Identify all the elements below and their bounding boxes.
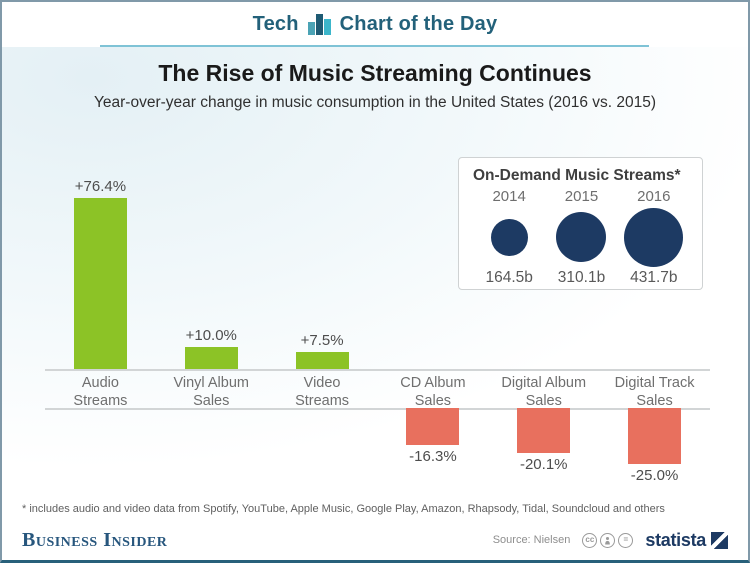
statista-wordmark: statista (645, 529, 706, 550)
bar-value-label: +7.5% (300, 332, 344, 350)
footer-right: Source: Nielsen cc = statista (493, 530, 728, 551)
bar-2 (295, 352, 349, 369)
bar-0 (73, 198, 127, 369)
source-label: Source: Nielsen (492, 534, 571, 546)
bubble-row: 2014 164.5b 2015 310.1b 2016 431.7b (473, 188, 690, 287)
bubble-year-label: 2016 (637, 188, 671, 205)
statista-logo: statista (645, 530, 728, 551)
bar-1 (184, 346, 238, 369)
header: Tech Chart of the Day (2, 2, 748, 47)
statista-mark-icon (711, 531, 728, 549)
negative-baseline (45, 408, 710, 410)
bubble (556, 212, 607, 262)
bar-chart-icon (307, 14, 331, 35)
cc-icon: cc (582, 532, 598, 548)
category-label: Vinyl Album Sales (173, 375, 249, 410)
bubble-year-label: 2015 (564, 188, 599, 205)
bar-chart: +76.4% Audio Streams +10.0% Vinyl Album Sales… (45, 47, 710, 507)
bubble-value-label: 164.5b (485, 269, 533, 286)
bar-value-label: -25.0% (630, 466, 679, 484)
header-category-label: Tech (252, 13, 299, 35)
license-icons: cc = (582, 532, 634, 548)
on-demand-panel: On-Demand Music Streams* 2014 164.5b 2015 3… (458, 157, 703, 290)
bar-5 (628, 408, 682, 464)
bar-value-label: +76.4% (74, 178, 127, 195)
bubble (624, 207, 684, 267)
category-label: Audio Streams (73, 375, 128, 410)
business-insider-logo: Business Insider (22, 528, 168, 551)
page-subtitle: Year-over-year change in music consumpti… (93, 94, 657, 111)
header-divider (100, 45, 649, 47)
bubble-col: 2014 164.5b (473, 188, 545, 287)
page-title: The Rise of Music Streaming Continues (158, 60, 592, 86)
category-label: Digital Album Sales (501, 375, 587, 410)
bar-3 (406, 408, 460, 445)
bubble-value-label: 431.7b (630, 269, 678, 286)
bubble-col: 2016 431.7b (618, 188, 690, 287)
bubble-col: 2015 310.1b (545, 188, 617, 287)
zero-baseline (45, 369, 710, 371)
bar-value-label: -20.1% (519, 456, 568, 473)
footnote: * includes audio and video data from Spo… (22, 503, 665, 515)
bubble-year-label: 2014 (492, 188, 526, 205)
category-label: CD Album Sales (400, 375, 466, 410)
bubble-value-label: 310.1b (557, 269, 606, 286)
bar-value-label: -16.3% (409, 447, 457, 465)
footer: Business Insider Source: Nielsen cc = st… (2, 526, 748, 554)
category-label: Video Streams (295, 375, 350, 410)
header-title: Chart of the Day (339, 13, 498, 35)
content-area: The Rise of Music Streaming Continues Ye… (2, 47, 748, 560)
no-derivatives-icon: = (618, 532, 634, 548)
bar-4 (517, 408, 571, 453)
on-demand-title: On-Demand Music Streams* (473, 167, 681, 184)
bubble (490, 218, 528, 256)
category-label: Digital Track Sales (614, 375, 695, 410)
attribution-icon (600, 532, 616, 548)
bar-value-label: +10.0% (185, 326, 237, 344)
